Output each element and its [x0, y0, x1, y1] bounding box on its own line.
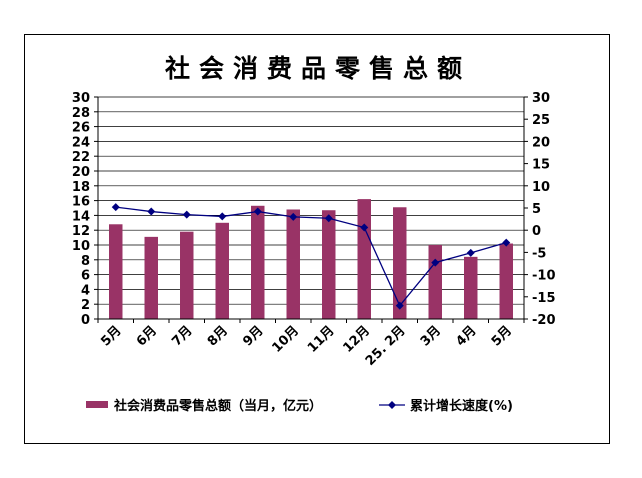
- left-tick-label: 0: [81, 313, 90, 328]
- legend: 社会消费品零售总额（当月，亿元） 累计增长速度(%): [86, 398, 513, 414]
- left-tick-label: 20: [72, 165, 90, 180]
- x-tick-label: 12月: [340, 323, 373, 356]
- left-tick-label: 6: [81, 269, 90, 284]
- legend-line-marker: [388, 401, 396, 409]
- bar: [464, 256, 478, 319]
- bar-series: [109, 199, 513, 319]
- gridlines: [98, 96, 524, 320]
- left-tick-label: 30: [72, 91, 90, 106]
- left-tick-label: 28: [72, 106, 90, 121]
- left-tick-label: 16: [72, 195, 90, 210]
- line-point: [502, 238, 511, 247]
- right-tick-label: -15: [532, 291, 556, 306]
- left-tick-label: 8: [81, 254, 90, 269]
- x-tick-label: 6月: [134, 323, 160, 349]
- right-tick-label: 15: [532, 158, 550, 173]
- right-tick-label: -5: [532, 246, 546, 261]
- left-tick-label: 10: [72, 239, 90, 254]
- left-tick-label: 26: [72, 121, 90, 136]
- right-tick-label: -20: [532, 313, 556, 328]
- right-tick-label: 0: [532, 224, 541, 239]
- right-tick-label: -10: [532, 269, 556, 284]
- bar: [109, 224, 123, 319]
- bar: [286, 209, 300, 319]
- bar: [499, 243, 513, 319]
- line-series: [111, 203, 511, 310]
- chart-title: 社会消费品零售总额: [165, 54, 471, 83]
- line-point: [111, 203, 120, 212]
- right-tick-label: 25: [532, 113, 550, 128]
- chart-frame: 社会消费品零售总额 0 2 4 6 8 10 12 14 16 18 20 22 24 26 28 30 -2…: [24, 34, 610, 444]
- x-tick-label: 11月: [305, 323, 338, 356]
- legend-bar-swatch: [86, 401, 108, 408]
- bar: [322, 210, 336, 319]
- line-point: [147, 207, 156, 216]
- growth-line: [115, 206, 507, 307]
- x-tick-label: 5月: [489, 323, 515, 349]
- line-point: [253, 207, 262, 216]
- x-tick-label: 5月: [98, 323, 124, 349]
- bar: [144, 236, 158, 319]
- bar: [393, 207, 407, 319]
- line-point: [395, 301, 404, 310]
- left-tick-label: 4: [81, 283, 90, 298]
- left-tick-label: 24: [72, 135, 90, 150]
- line-point: [466, 248, 475, 257]
- bar: [215, 222, 229, 319]
- bar: [357, 199, 371, 319]
- right-tick-label: 5: [532, 202, 541, 217]
- legend-bar-label: 社会消费品零售总额（当月，亿元）: [113, 398, 322, 414]
- left-tick-label: 14: [72, 209, 90, 224]
- left-tick-label: 22: [72, 150, 90, 165]
- line-point: [324, 214, 333, 223]
- line-point: [431, 258, 440, 267]
- x-tick-label: 25. 2月: [363, 323, 409, 369]
- legend-line-label: 累计增长速度(%): [410, 398, 513, 414]
- x-tick-label: 8月: [205, 323, 231, 349]
- line-point: [289, 212, 298, 221]
- x-tick-label: 3月: [418, 323, 444, 349]
- x-tick-label: 7月: [169, 323, 195, 349]
- x-tick-label: 10月: [269, 323, 302, 356]
- right-tick-label: 30: [532, 91, 550, 106]
- left-tick-label: 2: [81, 298, 90, 313]
- right-tick-label: 20: [532, 135, 550, 150]
- x-tick-label: 9月: [240, 323, 266, 349]
- x-tick-label: 4月: [453, 323, 479, 349]
- line-point: [360, 223, 369, 232]
- right-axis-ticks: -20 -15 -10 -5 0 5 10 15 20 25 30: [532, 91, 556, 328]
- bar: [180, 231, 194, 319]
- line-point: [182, 210, 191, 219]
- axes: [94, 96, 528, 323]
- right-tick-label: 10: [532, 180, 550, 195]
- left-tick-label: 12: [72, 224, 90, 239]
- bar: [251, 205, 265, 319]
- bar: [428, 245, 442, 319]
- left-tick-label: 18: [72, 180, 90, 195]
- line-point: [218, 212, 227, 221]
